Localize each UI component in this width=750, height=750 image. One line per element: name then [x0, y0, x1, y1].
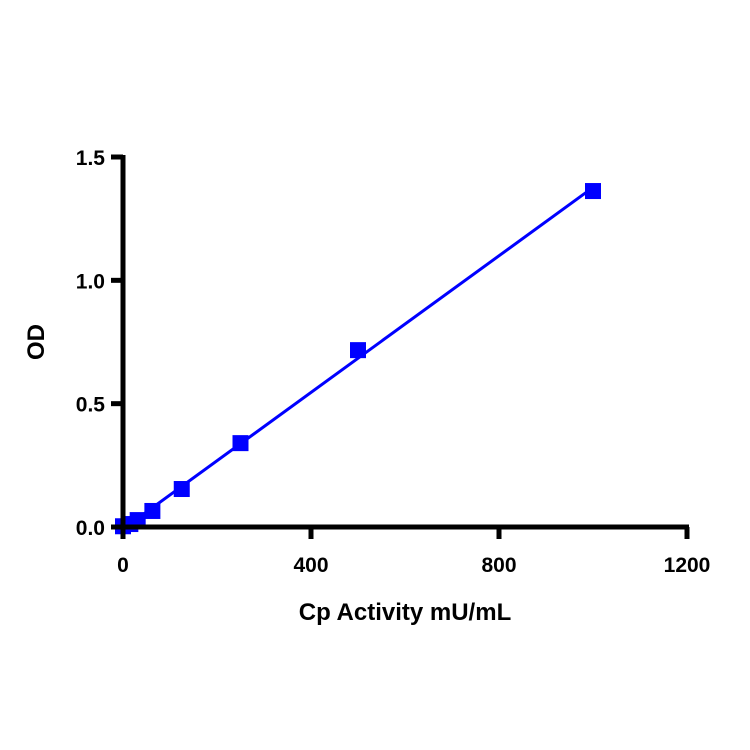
y-tick-label: 1.5 [76, 147, 106, 170]
y-tick-label: 0.0 [76, 517, 105, 540]
fit-line [122, 186, 594, 531]
x-tick-label: 1200 [664, 554, 711, 577]
data-point-square [232, 435, 249, 452]
y-axis-title: OD [23, 324, 50, 360]
x-tick-label: 800 [481, 554, 516, 577]
x-tick-label: 400 [293, 554, 328, 577]
data-point-square [585, 183, 601, 200]
x-axis-title: Cp Activity mU/mL [299, 599, 511, 626]
axes: 0.0 0.5 1.0 1.5 0 400 800 1200 [76, 147, 711, 577]
data-point-square [144, 502, 161, 519]
data-point-square [173, 481, 190, 498]
plot-area [115, 183, 601, 535]
data-point-square [350, 342, 366, 359]
data-point-square [129, 512, 146, 529]
y-tick-label: 0.5 [76, 394, 106, 417]
y-tick-label: 1.0 [76, 270, 105, 293]
x-tick-label: 0 [117, 554, 129, 577]
